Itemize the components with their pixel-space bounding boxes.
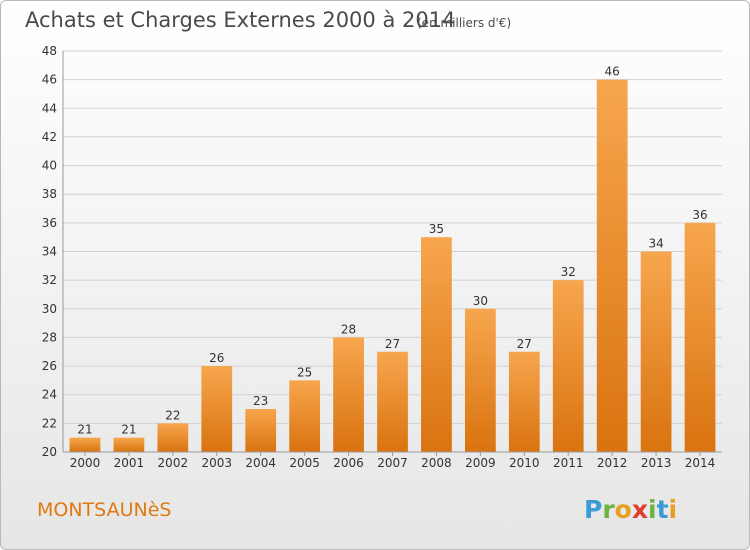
- bar-2010: [508, 351, 540, 452]
- x-tick-label: 2010: [509, 456, 540, 470]
- x-tick-label: 2005: [289, 456, 320, 470]
- commune-name: MONTSAUNèS: [37, 499, 171, 521]
- x-tick-label: 2002: [158, 456, 189, 470]
- y-tick-label: 44: [42, 101, 57, 115]
- y-tick-label: 46: [42, 73, 57, 87]
- x-tick-label: 2001: [114, 456, 145, 470]
- y-tick-label: 20: [42, 445, 57, 459]
- bar-2011: [552, 280, 584, 452]
- bar-2007: [377, 351, 408, 452]
- x-tick-label: 2004: [245, 456, 276, 470]
- logo-letter: r: [602, 495, 615, 524]
- bar-2000: [69, 437, 101, 452]
- data-label: 35: [429, 222, 444, 236]
- y-tick-label: 32: [42, 273, 57, 287]
- x-tick-label: 2009: [465, 456, 496, 470]
- logo-letter: x: [632, 495, 648, 524]
- x-tick-label: 2000: [70, 456, 101, 470]
- chart-title: Achats et Charges Externes 2000 à 2014: [25, 8, 455, 32]
- y-tick-label: 40: [42, 159, 57, 173]
- data-label: 46: [605, 65, 620, 79]
- bar-2013: [640, 251, 672, 452]
- data-label: 25: [297, 365, 312, 379]
- x-tick-label: 2003: [201, 456, 232, 470]
- logo-letter: t: [657, 495, 669, 524]
- bar-2005: [289, 380, 321, 452]
- chart-subtitle: (en milliers d'€): [417, 16, 511, 30]
- y-tick-label: 30: [42, 302, 57, 316]
- data-label: 30: [473, 294, 488, 308]
- bar-2008: [421, 237, 452, 452]
- y-tick-label: 24: [42, 388, 57, 402]
- bar-layer: 21 21 22 26 23 25 28 27 35 30 27 32 46 34 36: [69, 65, 716, 453]
- x-tick-label: 2013: [641, 456, 672, 470]
- data-label: 23: [253, 394, 268, 408]
- axis-layer: 20 22 24 26 28 30 32 34 36 38 40 42 44 46 48 2000 2001 20…: [42, 44, 722, 470]
- logo-letter: i: [669, 495, 678, 524]
- x-tick-label: 2012: [597, 456, 628, 470]
- data-label: 22: [165, 408, 180, 422]
- y-tick-label: 34: [42, 245, 57, 259]
- data-label: 27: [385, 337, 400, 351]
- y-tick-label: 48: [42, 44, 57, 58]
- bar-2009: [464, 308, 496, 452]
- x-tick-label: 2008: [421, 456, 452, 470]
- bar-2003: [201, 366, 233, 452]
- bar-2001: [113, 437, 145, 452]
- y-tick-label: 38: [42, 187, 57, 201]
- data-label: 27: [517, 337, 532, 351]
- data-label: 21: [121, 423, 136, 437]
- x-tick-label: 2007: [377, 456, 408, 470]
- bar-2012: [596, 79, 628, 453]
- y-tick-label: 36: [42, 216, 57, 230]
- logo-letter: P: [584, 495, 602, 524]
- logo-letter: o: [615, 495, 632, 524]
- y-tick-label: 42: [42, 130, 57, 144]
- data-label: 36: [692, 208, 707, 222]
- logo-letter: i: [648, 495, 657, 524]
- y-tick-label: 26: [42, 359, 57, 373]
- data-label: 21: [77, 423, 92, 437]
- bar-2002: [157, 423, 189, 452]
- y-tick-label: 22: [42, 416, 57, 430]
- y-tick-label: 28: [42, 330, 57, 344]
- bar-2014: [684, 222, 716, 452]
- bar-2004: [245, 409, 277, 452]
- data-label: 34: [648, 237, 663, 251]
- proxiti-logo: Proxiti: [584, 495, 677, 524]
- x-tick-label: 2011: [553, 456, 584, 470]
- x-tick-label: 2014: [685, 456, 716, 470]
- data-label: 32: [561, 265, 576, 279]
- data-label: 28: [341, 322, 356, 336]
- data-label: 26: [209, 351, 224, 365]
- bar-2006: [333, 337, 364, 452]
- x-tick-label: 2006: [333, 456, 364, 470]
